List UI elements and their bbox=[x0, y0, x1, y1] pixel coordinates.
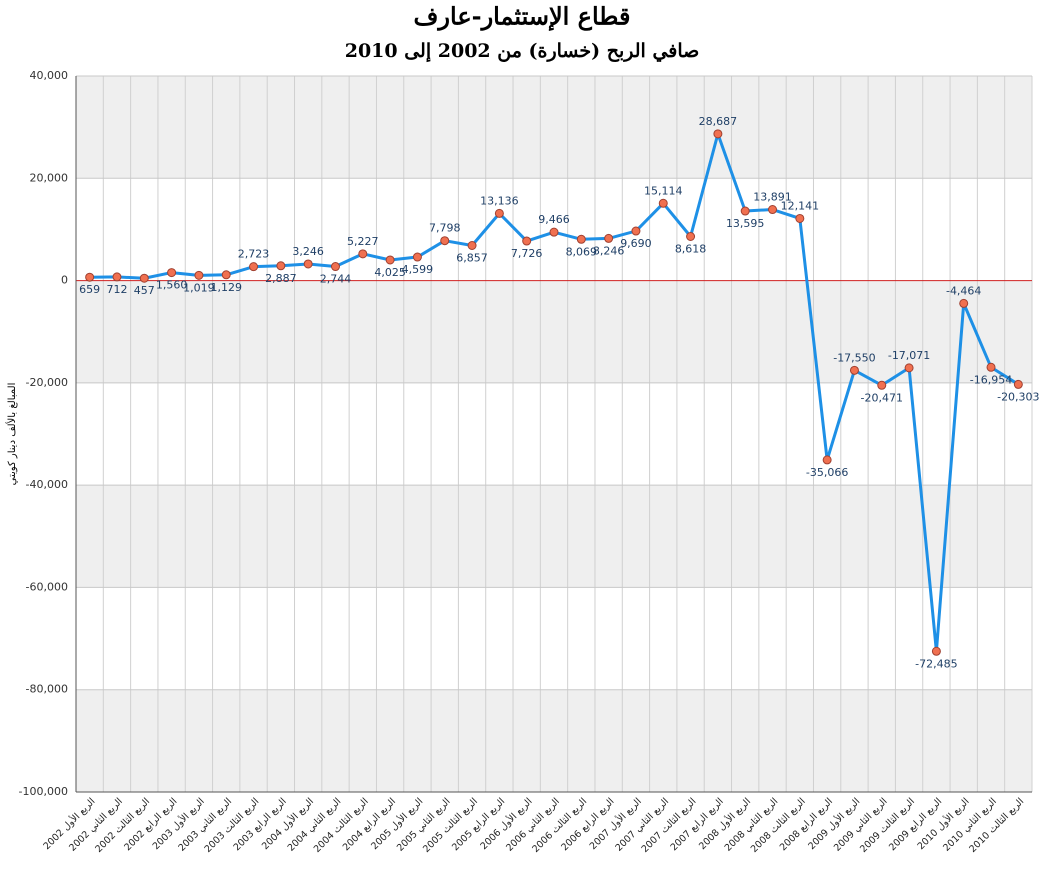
data-point bbox=[330, 262, 340, 272]
data-point bbox=[522, 236, 532, 246]
data-label: 13,136 bbox=[480, 194, 519, 207]
data-point bbox=[249, 262, 259, 272]
data-point bbox=[494, 208, 504, 218]
data-label: 7,726 bbox=[511, 247, 543, 260]
y-tick-label: 40,000 bbox=[30, 69, 69, 82]
data-point bbox=[713, 129, 723, 139]
data-label: 8,246 bbox=[593, 244, 625, 257]
data-point bbox=[795, 213, 805, 223]
y-tick-label: -20,000 bbox=[26, 376, 68, 389]
data-point bbox=[904, 363, 914, 373]
data-point bbox=[358, 249, 368, 259]
data-label: 13,891 bbox=[753, 191, 792, 204]
y-tick-label: 20,000 bbox=[30, 171, 69, 184]
data-label: -20,303 bbox=[997, 390, 1039, 403]
data-point bbox=[467, 241, 477, 251]
data-label: 9,690 bbox=[620, 237, 652, 250]
data-point bbox=[822, 455, 832, 465]
data-label: -4,464 bbox=[946, 284, 981, 297]
data-label: 457 bbox=[134, 284, 155, 297]
data-label: 2,887 bbox=[265, 272, 297, 285]
data-label: 8,069 bbox=[566, 245, 598, 258]
data-point bbox=[385, 255, 395, 265]
data-label: 13,595 bbox=[726, 217, 765, 230]
data-point bbox=[167, 268, 177, 278]
y-tick-label: -60,000 bbox=[26, 580, 68, 593]
plot-band bbox=[76, 76, 1032, 179]
plot-band bbox=[76, 689, 1032, 792]
data-label: 28,687 bbox=[699, 115, 738, 128]
y-tick-label: -40,000 bbox=[26, 478, 68, 491]
data-label: -72,485 bbox=[915, 657, 957, 670]
data-point bbox=[959, 298, 969, 308]
y-tick-label: 0 bbox=[61, 274, 68, 287]
data-point bbox=[576, 234, 586, 244]
plot-band bbox=[76, 587, 1032, 690]
data-point bbox=[303, 259, 313, 269]
data-label: 3,246 bbox=[292, 245, 324, 258]
data-point bbox=[740, 206, 750, 216]
plot-band bbox=[76, 485, 1032, 588]
data-label: -17,550 bbox=[833, 351, 875, 364]
y-tick-label: -80,000 bbox=[26, 683, 68, 696]
data-label: 15,114 bbox=[644, 184, 683, 197]
data-point bbox=[604, 233, 614, 243]
plot-band bbox=[76, 382, 1032, 486]
data-point bbox=[221, 270, 231, 280]
data-point bbox=[194, 270, 204, 280]
data-label: 2,744 bbox=[320, 273, 352, 286]
data-label: 1,019 bbox=[183, 281, 215, 294]
chart-subtitle: صافي الربح (خسارة) من 2002 إلى 2010 bbox=[345, 40, 700, 63]
chart-title: قطاع الإستثمار-عارف bbox=[414, 2, 631, 32]
data-label: 7,798 bbox=[429, 222, 461, 235]
data-point bbox=[549, 227, 559, 237]
data-point bbox=[1013, 379, 1023, 389]
data-label: 712 bbox=[106, 283, 127, 296]
data-label: 8,618 bbox=[675, 242, 707, 255]
plot-band bbox=[76, 280, 1032, 383]
data-point bbox=[686, 231, 696, 241]
data-label: 2,723 bbox=[238, 248, 270, 261]
data-label: -35,066 bbox=[806, 466, 848, 479]
data-point bbox=[85, 272, 95, 282]
data-label: 1,560 bbox=[156, 279, 188, 292]
data-point bbox=[139, 273, 149, 283]
data-label: 6,857 bbox=[456, 252, 488, 265]
data-label: 5,227 bbox=[347, 235, 379, 248]
data-point bbox=[877, 380, 887, 390]
data-label: -20,471 bbox=[861, 391, 903, 404]
data-label: -16,954 bbox=[970, 373, 1012, 386]
y-tick-label: -100,000 bbox=[19, 785, 68, 798]
data-point bbox=[658, 198, 668, 208]
data-point bbox=[276, 261, 286, 271]
data-point bbox=[631, 226, 641, 236]
data-label: 4,025 bbox=[374, 266, 406, 279]
data-point bbox=[849, 365, 859, 375]
data-label: 12,141 bbox=[781, 199, 820, 212]
data-point bbox=[112, 272, 122, 282]
data-point bbox=[986, 362, 996, 372]
data-point bbox=[440, 236, 450, 246]
data-point bbox=[412, 252, 422, 262]
data-point bbox=[768, 205, 778, 215]
data-label: 9,466 bbox=[538, 213, 570, 226]
data-label: -17,071 bbox=[888, 349, 930, 362]
y-axis-label: المبالغ بالألف دينار كويتي bbox=[5, 383, 18, 486]
data-label: 659 bbox=[79, 283, 100, 296]
data-label: 4,599 bbox=[402, 263, 434, 276]
data-point bbox=[931, 646, 941, 656]
data-label: 1,129 bbox=[210, 281, 242, 294]
